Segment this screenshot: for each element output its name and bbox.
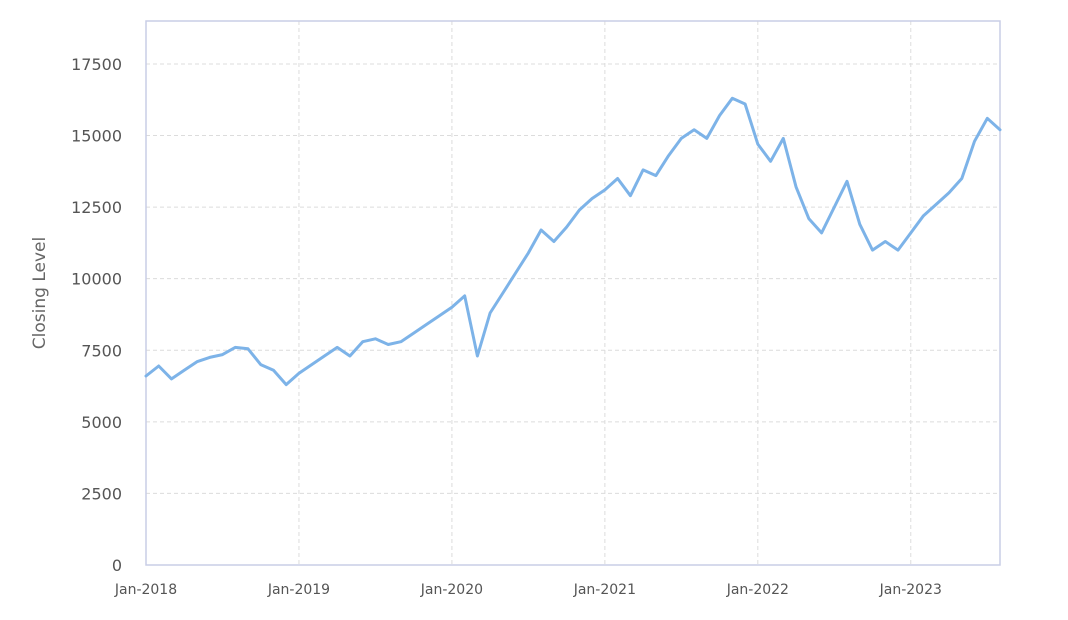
y-axis-title: Closing Level (30, 237, 50, 349)
y-axis-ticks: 0 2500 5000 7500 10000 12500 15000 17500 (71, 55, 122, 575)
y-tick-label: 2500 (81, 484, 122, 503)
x-tick-label: Jan-2020 (420, 582, 483, 598)
x-tick-label: Jan-2019 (267, 582, 330, 598)
y-tick-label: 10000 (71, 270, 122, 289)
plot-frame (145, 20, 1001, 566)
x-tick-label: Jan-2022 (726, 582, 789, 598)
y-tick-label: 12500 (71, 198, 122, 217)
x-axis-ticks: Jan-2018 Jan-2019 Jan-2020 Jan-2021 Jan-2022… (114, 582, 942, 598)
y-tick-label: 0 (112, 556, 122, 575)
y-tick-label: 17500 (71, 55, 122, 74)
y-tick-label: 5000 (81, 413, 122, 432)
x-tick-label: Jan-2021 (573, 582, 636, 598)
y-tick-label: 7500 (81, 341, 122, 360)
x-tick-label: Jan-2018 (114, 582, 177, 598)
grid-lines (146, 21, 1000, 565)
x-tick-label: Jan-2023 (879, 582, 942, 598)
series-line (144, 96, 1002, 387)
y-tick-label: 15000 (71, 127, 122, 146)
series-layer (144, 96, 1002, 387)
